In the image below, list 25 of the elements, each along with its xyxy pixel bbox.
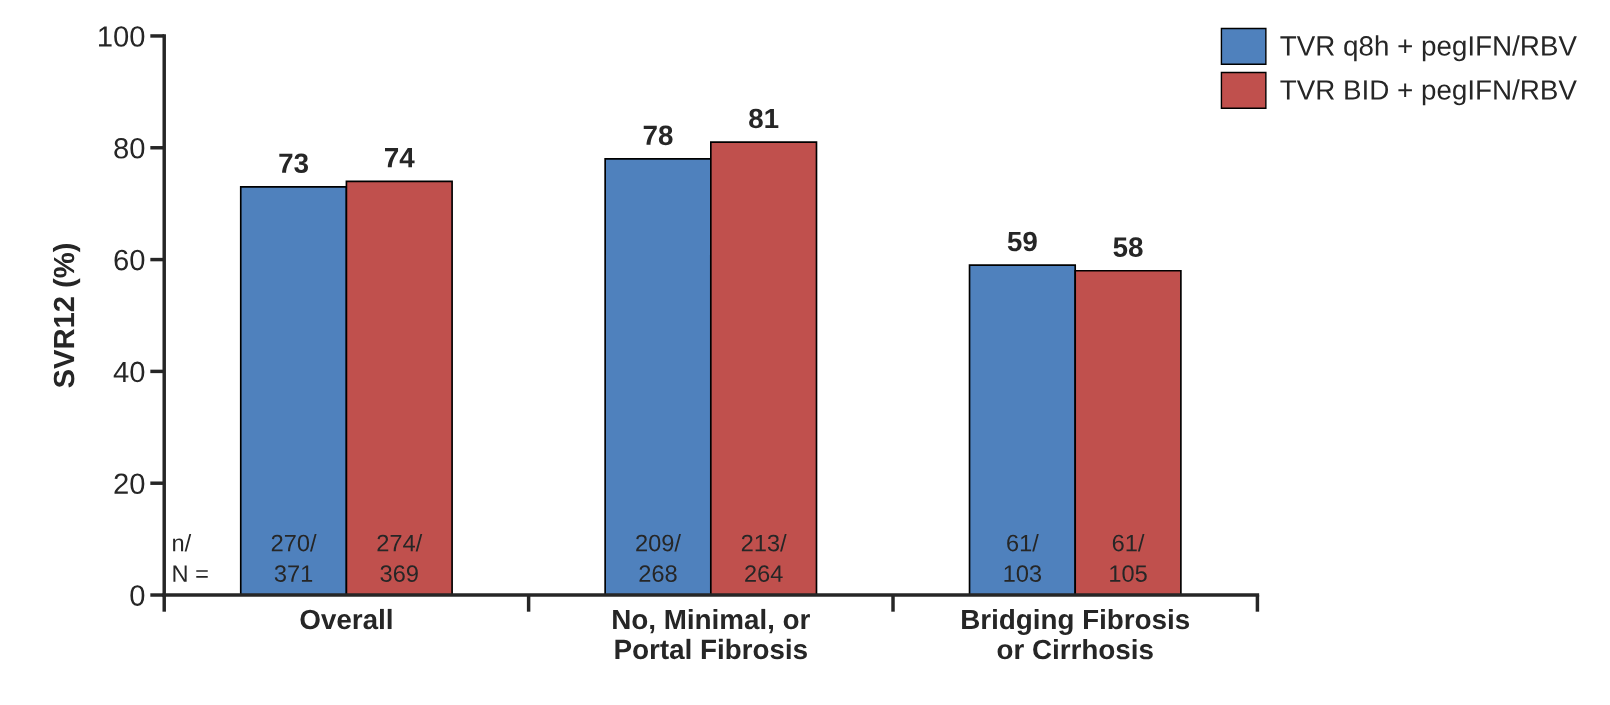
data-label: 78 — [643, 125, 673, 146]
y-tick-label: 80 — [114, 137, 145, 159]
y-tick-label: 20 — [114, 473, 145, 495]
legend-label: TVR BID + pegIFN/RBV — [1280, 79, 1577, 106]
annotation: 270/ 371 — [271, 534, 317, 582]
x-tick-label: Bridging Fibrosis or Cirrhosis — [962, 608, 1190, 660]
data-label: 58 — [1113, 237, 1143, 257]
annotation: 213/ 264 — [741, 534, 787, 582]
data-label: 59 — [1007, 231, 1037, 252]
annotation: 61/ 103 — [1004, 534, 1042, 582]
data-label: 81 — [749, 108, 779, 129]
data-label: 74 — [385, 148, 415, 168]
annotation: n/ N = — [173, 534, 208, 582]
y-tick-label: 60 — [114, 249, 145, 271]
x-tick-label: No, Minimal, or Portal Fibrosis — [613, 608, 810, 660]
y-tick-label: 0 — [130, 585, 145, 606]
y-tick-label: 40 — [113, 361, 145, 383]
annotation: 61/ 105 — [1110, 534, 1147, 582]
y-axis-title: SVR12 (%) — [52, 244, 81, 388]
y-tick-label: 100 — [99, 26, 145, 47]
legend-label: TVR q8h + pegIFN/RBV — [1280, 35, 1577, 62]
annotation: 209/ 268 — [636, 534, 681, 582]
annotation: 274/ 369 — [377, 534, 423, 582]
data-label: 73 — [279, 153, 309, 174]
x-tick-label: Overall — [300, 608, 392, 630]
